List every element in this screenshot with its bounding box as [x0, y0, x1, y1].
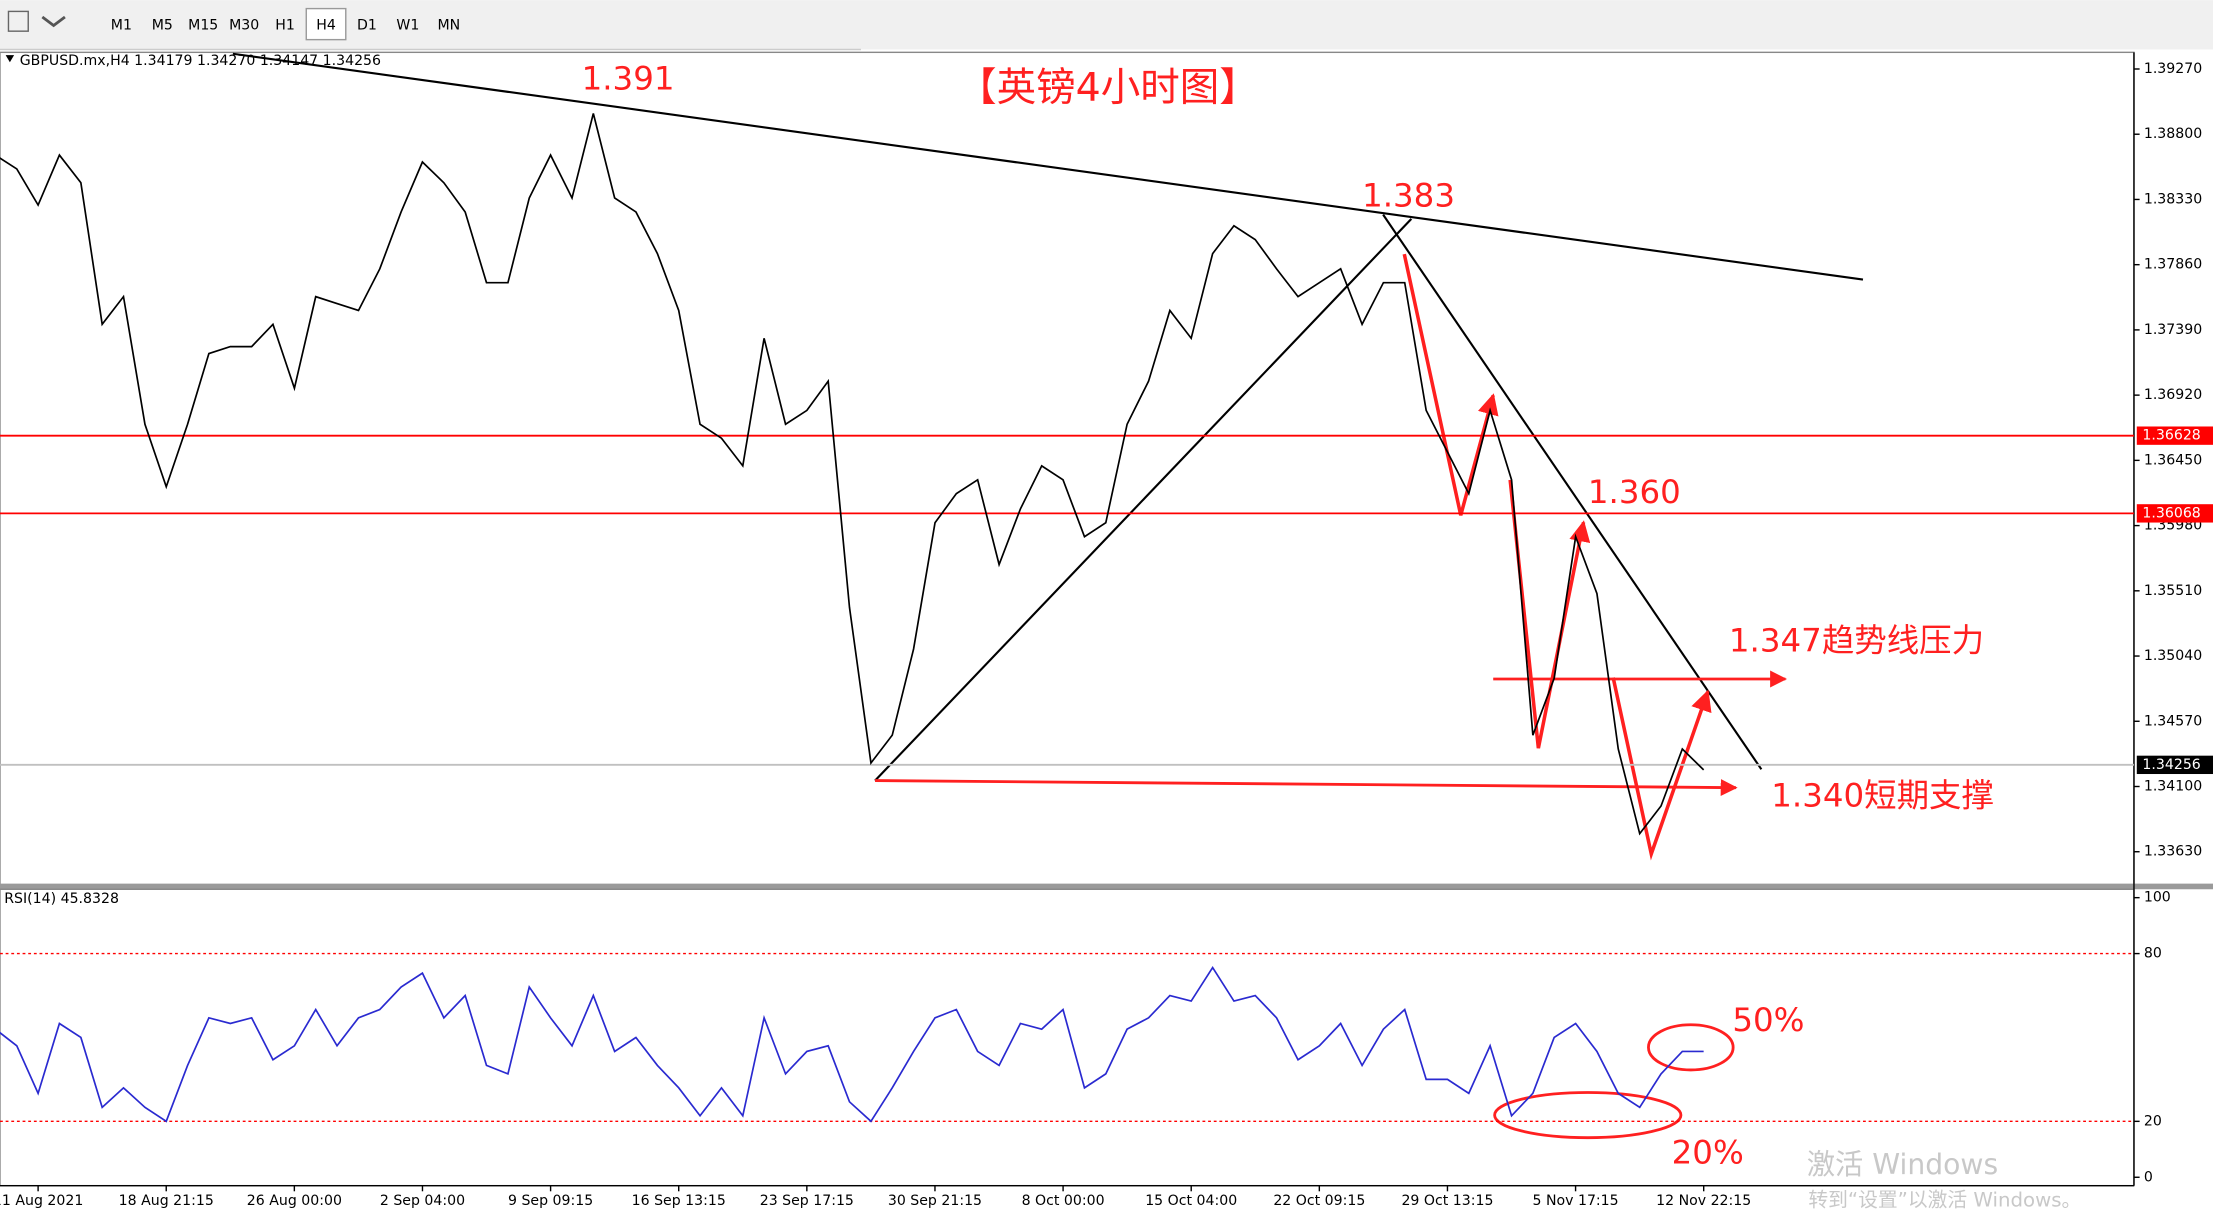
- highlight-ellipse: [1647, 1023, 1735, 1072]
- y-tick-label: 1.37390: [2144, 322, 2202, 338]
- timeframe-label[interactable]: M30: [229, 18, 259, 34]
- x-tick-label: 22 Oct 09:15: [1273, 1193, 1365, 1209]
- timeframe-label[interactable]: H4: [316, 18, 336, 34]
- y-tick-label: 80: [2144, 946, 2162, 962]
- x-tick-label: 23 Sep 17:15: [760, 1193, 854, 1209]
- y-tick-label: 1.35510: [2144, 583, 2202, 599]
- timeframe-label[interactable]: H1: [275, 18, 295, 34]
- y-tick-label: 1.38330: [2144, 191, 2202, 207]
- price-level-label: 1.34256: [2142, 757, 2200, 773]
- price-level-tag: [2136, 755, 2213, 775]
- y-tick-label: 1.37860: [2144, 257, 2202, 273]
- timeframe-bar: M1 M5 M15 M30 H1 H4 D1 W1 MN: [111, 7, 460, 41]
- annotation: 20%: [1672, 1134, 1744, 1172]
- annotation: 1.360: [1588, 473, 1681, 511]
- annotation: 50%: [1732, 1001, 1804, 1039]
- x-tick-label: 15 Oct 04:00: [1145, 1193, 1237, 1209]
- timeframe-label[interactable]: W1: [396, 18, 419, 34]
- x-tick-label: 2 Sep 04:00: [380, 1193, 465, 1209]
- price-level-label: 1.36628: [2142, 428, 2200, 444]
- price-level-label: 1.36068: [2142, 505, 2200, 521]
- timeframe-button[interactable]: [305, 7, 347, 41]
- support-arrow: [875, 779, 1738, 796]
- y-tick-label: 1.34570: [2144, 713, 2202, 729]
- y-tick-label: 1.38800: [2144, 126, 2202, 142]
- x-tick-label: 8 Oct 00:00: [1022, 1193, 1105, 1209]
- annotation: 1.391: [582, 60, 675, 98]
- annotation: 1.347趋势线压力: [1729, 621, 1984, 659]
- y-tick-label: 1.34100: [2144, 779, 2202, 795]
- y-tick-label: 1.36920: [2144, 387, 2202, 403]
- toolbar: [0, 0, 2213, 50]
- y-tick-label: 100: [2144, 890, 2171, 906]
- series-group: [0, 966, 1704, 1123]
- rsi-title: RSI(14) 45.8328: [4, 891, 119, 907]
- annotation: 1.340短期支撑: [1771, 777, 1994, 815]
- x-tick-label: 18 Aug 21:15: [119, 1193, 214, 1209]
- y-tick-label: 0: [2144, 1169, 2153, 1185]
- price-level-tag: [2136, 504, 2213, 523]
- price-line: [0, 113, 1705, 836]
- trend-line: [232, 52, 1864, 281]
- trend-line: [874, 218, 1413, 782]
- x-tick-label: 29 Oct 13:15: [1401, 1193, 1493, 1209]
- timeframe-label[interactable]: D1: [357, 18, 377, 34]
- symbol-header: GBPUSD.mx,H4 1.34179 1.34270 1.34147 1.3…: [20, 53, 381, 69]
- wave-arrow: [1611, 677, 1712, 861]
- timeframe-label[interactable]: MN: [437, 18, 460, 34]
- highlight-ellipse: [1493, 1091, 1683, 1140]
- tool-icon[interactable]: [41, 15, 66, 28]
- x-tick-label: 12 Nov 22:15: [1656, 1193, 1751, 1209]
- timeframe-label[interactable]: M5: [152, 18, 173, 34]
- timeframe-label[interactable]: M1: [111, 18, 132, 34]
- y-tick-label: 1.36450: [2144, 452, 2202, 468]
- x-tick-label: 5 Nov 17:15: [1532, 1193, 1618, 1209]
- watermark: 激活 Windows: [1807, 1148, 1998, 1181]
- x-tick-label: 26 Aug 00:00: [247, 1193, 342, 1209]
- price-line: [0, 966, 1704, 1123]
- annotation: 1.383: [1362, 177, 1455, 215]
- x-tick-label: 16 Sep 13:15: [632, 1193, 726, 1209]
- trend-line: [1382, 214, 1763, 770]
- x-tick-label: 30 Sep 21:15: [888, 1193, 982, 1209]
- watermark: 转到“设置”以激活 Windows。: [1808, 1189, 2081, 1212]
- y-tick-label: 20: [2144, 1113, 2162, 1129]
- y-tick-label: 1.33630: [2144, 844, 2202, 860]
- menu-triangle[interactable]: [5, 55, 15, 63]
- y-tick-label: 1.35040: [2144, 648, 2202, 664]
- x-tick-label: 9 Sep 09:15: [508, 1193, 593, 1209]
- drawings: [232, 52, 1864, 861]
- x-tick-label: 11 Aug 2021: [0, 1193, 83, 1209]
- tool-icon[interactable]: [7, 10, 29, 32]
- y-tick-label: 1.39270: [2144, 61, 2202, 77]
- price-level-tag: [2136, 426, 2213, 445]
- series-group: [0, 113, 1705, 836]
- chart-title: 【英镑4小时图】: [957, 65, 1259, 111]
- timeframe-label[interactable]: M15: [188, 18, 218, 34]
- pane-separator: [0, 883, 2213, 890]
